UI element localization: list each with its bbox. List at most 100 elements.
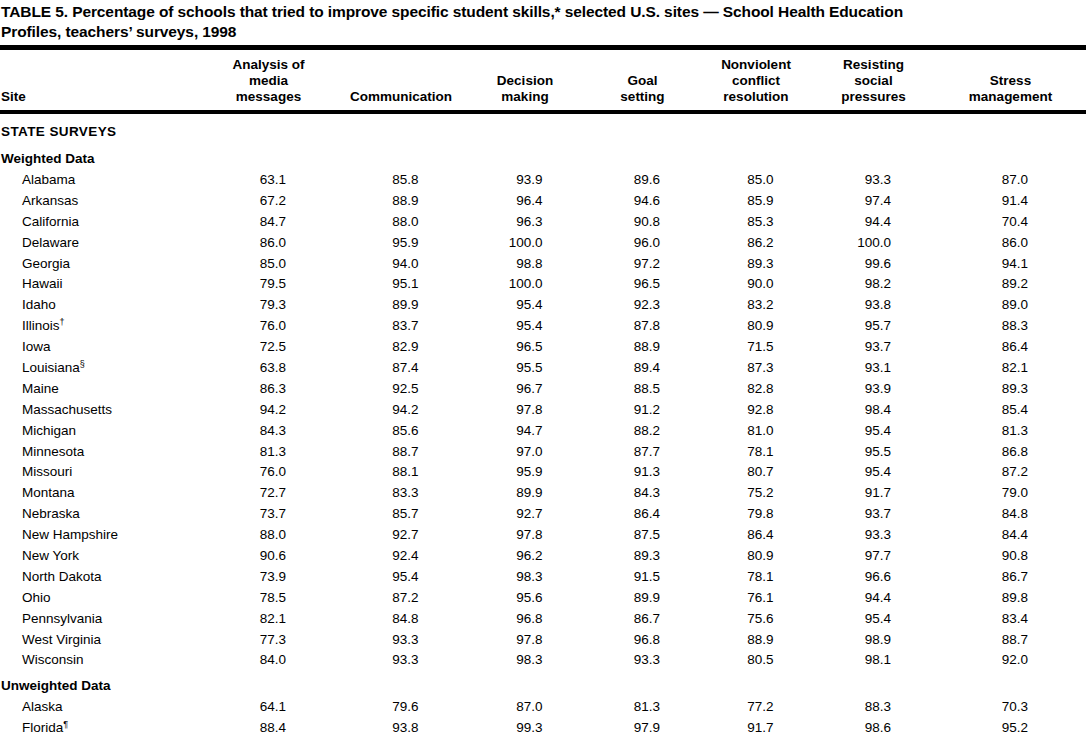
col-header-conflict-resolution: Nonviolent conflict resolution [700,48,812,113]
value: 79.0 [993,485,1028,500]
value-cell: 93.3 [585,649,700,670]
footnote-marker: † [60,317,65,327]
value: 86.8 [993,444,1028,459]
value-cell: 72.5 [200,336,337,357]
value-cell: 98.2 [812,273,935,294]
value: 82.1 [251,611,286,626]
value: 88.1 [384,464,419,479]
value: 100.0 [856,235,891,250]
value: 86.4 [625,506,660,521]
value: 84.7 [251,214,286,229]
value: 97.8 [508,402,543,417]
value-cell: 87.0 [465,696,585,717]
value: 85.3 [739,214,774,229]
value: 100.0 [508,235,543,250]
value: 97.4 [856,193,891,208]
value: 93.3 [856,172,891,187]
value: 89.3 [739,256,774,271]
value: 96.6 [856,569,891,584]
value-cell: 96.5 [585,273,700,294]
value-cell: 93.3 [812,169,935,190]
value: 98.6 [856,720,891,735]
value-cell: 71.5 [700,336,812,357]
value-cell: 95.4 [812,420,935,441]
value: 98.9 [856,632,891,647]
value: 94.1 [993,256,1028,271]
value-cell: 86.8 [935,441,1086,462]
value-cell: 97.8 [465,629,585,650]
value: 88.2 [625,423,660,438]
value: 94.2 [251,402,286,417]
value-cell: 89.4 [585,357,700,378]
value-cell: 85.9 [700,190,812,211]
value-cell: 92.0 [935,649,1086,670]
value-cell: 94.4 [812,211,935,232]
site-cell: Massachusetts [0,399,200,420]
col-header-decision-making: Decision making [465,48,585,113]
value-cell: 76.1 [700,587,812,608]
value-cell: 86.4 [700,524,812,545]
value-cell: 87.7 [585,441,700,462]
value-cell: 97.9 [585,717,700,735]
value: 89.6 [625,172,660,187]
value-cell: 93.7 [812,503,935,524]
value: 83.3 [384,485,419,500]
value-cell: 88.3 [935,315,1086,336]
value-cell: 95.2 [935,717,1086,735]
value: 63.8 [251,360,286,375]
value: 72.5 [251,339,286,354]
site-cell: Louisiana§ [0,357,200,378]
value-cell: 73.7 [200,503,337,524]
table-row: Ohio78.587.295.689.976.194.489.8 [0,587,1086,608]
value: 87.0 [993,172,1028,187]
value-cell: 89.9 [585,587,700,608]
value: 93.8 [384,720,419,735]
site-name: Massachusetts [22,402,112,417]
site-cell: Minnesota [0,441,200,462]
site-cell: West Virginia [0,629,200,650]
value-cell: 87.0 [935,169,1086,190]
value: 92.7 [508,506,543,521]
value-cell: 89.8 [935,587,1086,608]
value-cell: 100.0 [465,273,585,294]
value-cell: 95.7 [812,315,935,336]
value: 86.7 [993,569,1028,584]
value-cell: 87.4 [337,357,465,378]
value: 88.0 [384,214,419,229]
value-cell: 79.3 [200,294,337,315]
value: 91.5 [625,569,660,584]
value: 91.2 [625,402,660,417]
value-cell: 80.5 [700,649,812,670]
value-cell: 90.8 [935,545,1086,566]
value: 91.4 [993,193,1028,208]
value-cell: 73.9 [200,566,337,587]
value: 78.5 [251,590,286,605]
value: 96.5 [625,276,660,291]
table-row: Alaska64.179.687.081.377.288.370.3 [0,696,1086,717]
site-name: Alabama [22,172,75,187]
value-cell: 89.9 [337,294,465,315]
value-cell: 94.0 [337,253,465,274]
value-cell: 95.9 [337,232,465,253]
table-title-line1: TABLE 5. Percentage of schools that trie… [1,2,1086,22]
value-cell: 100.0 [812,232,935,253]
value-cell: 97.8 [465,524,585,545]
value: 83.2 [739,297,774,312]
value-cell: 94.2 [200,399,337,420]
value-cell: 93.3 [337,649,465,670]
site-name: California [22,214,79,229]
value: 92.8 [739,402,774,417]
value-cell: 84.8 [337,608,465,629]
value: 87.0 [508,699,543,714]
site-cell: Missouri [0,461,200,482]
value-cell: 97.4 [812,190,935,211]
value-cell: 87.2 [935,461,1086,482]
table-row: Arkansas67.288.996.494.685.997.491.4 [0,190,1086,211]
value: 83.7 [384,318,419,333]
value: 88.4 [251,720,286,735]
value: 88.5 [625,381,660,396]
value-cell: 88.2 [585,420,700,441]
value-cell: 79.5 [200,273,337,294]
value-cell: 81.3 [935,420,1086,441]
value-cell: 88.0 [200,524,337,545]
